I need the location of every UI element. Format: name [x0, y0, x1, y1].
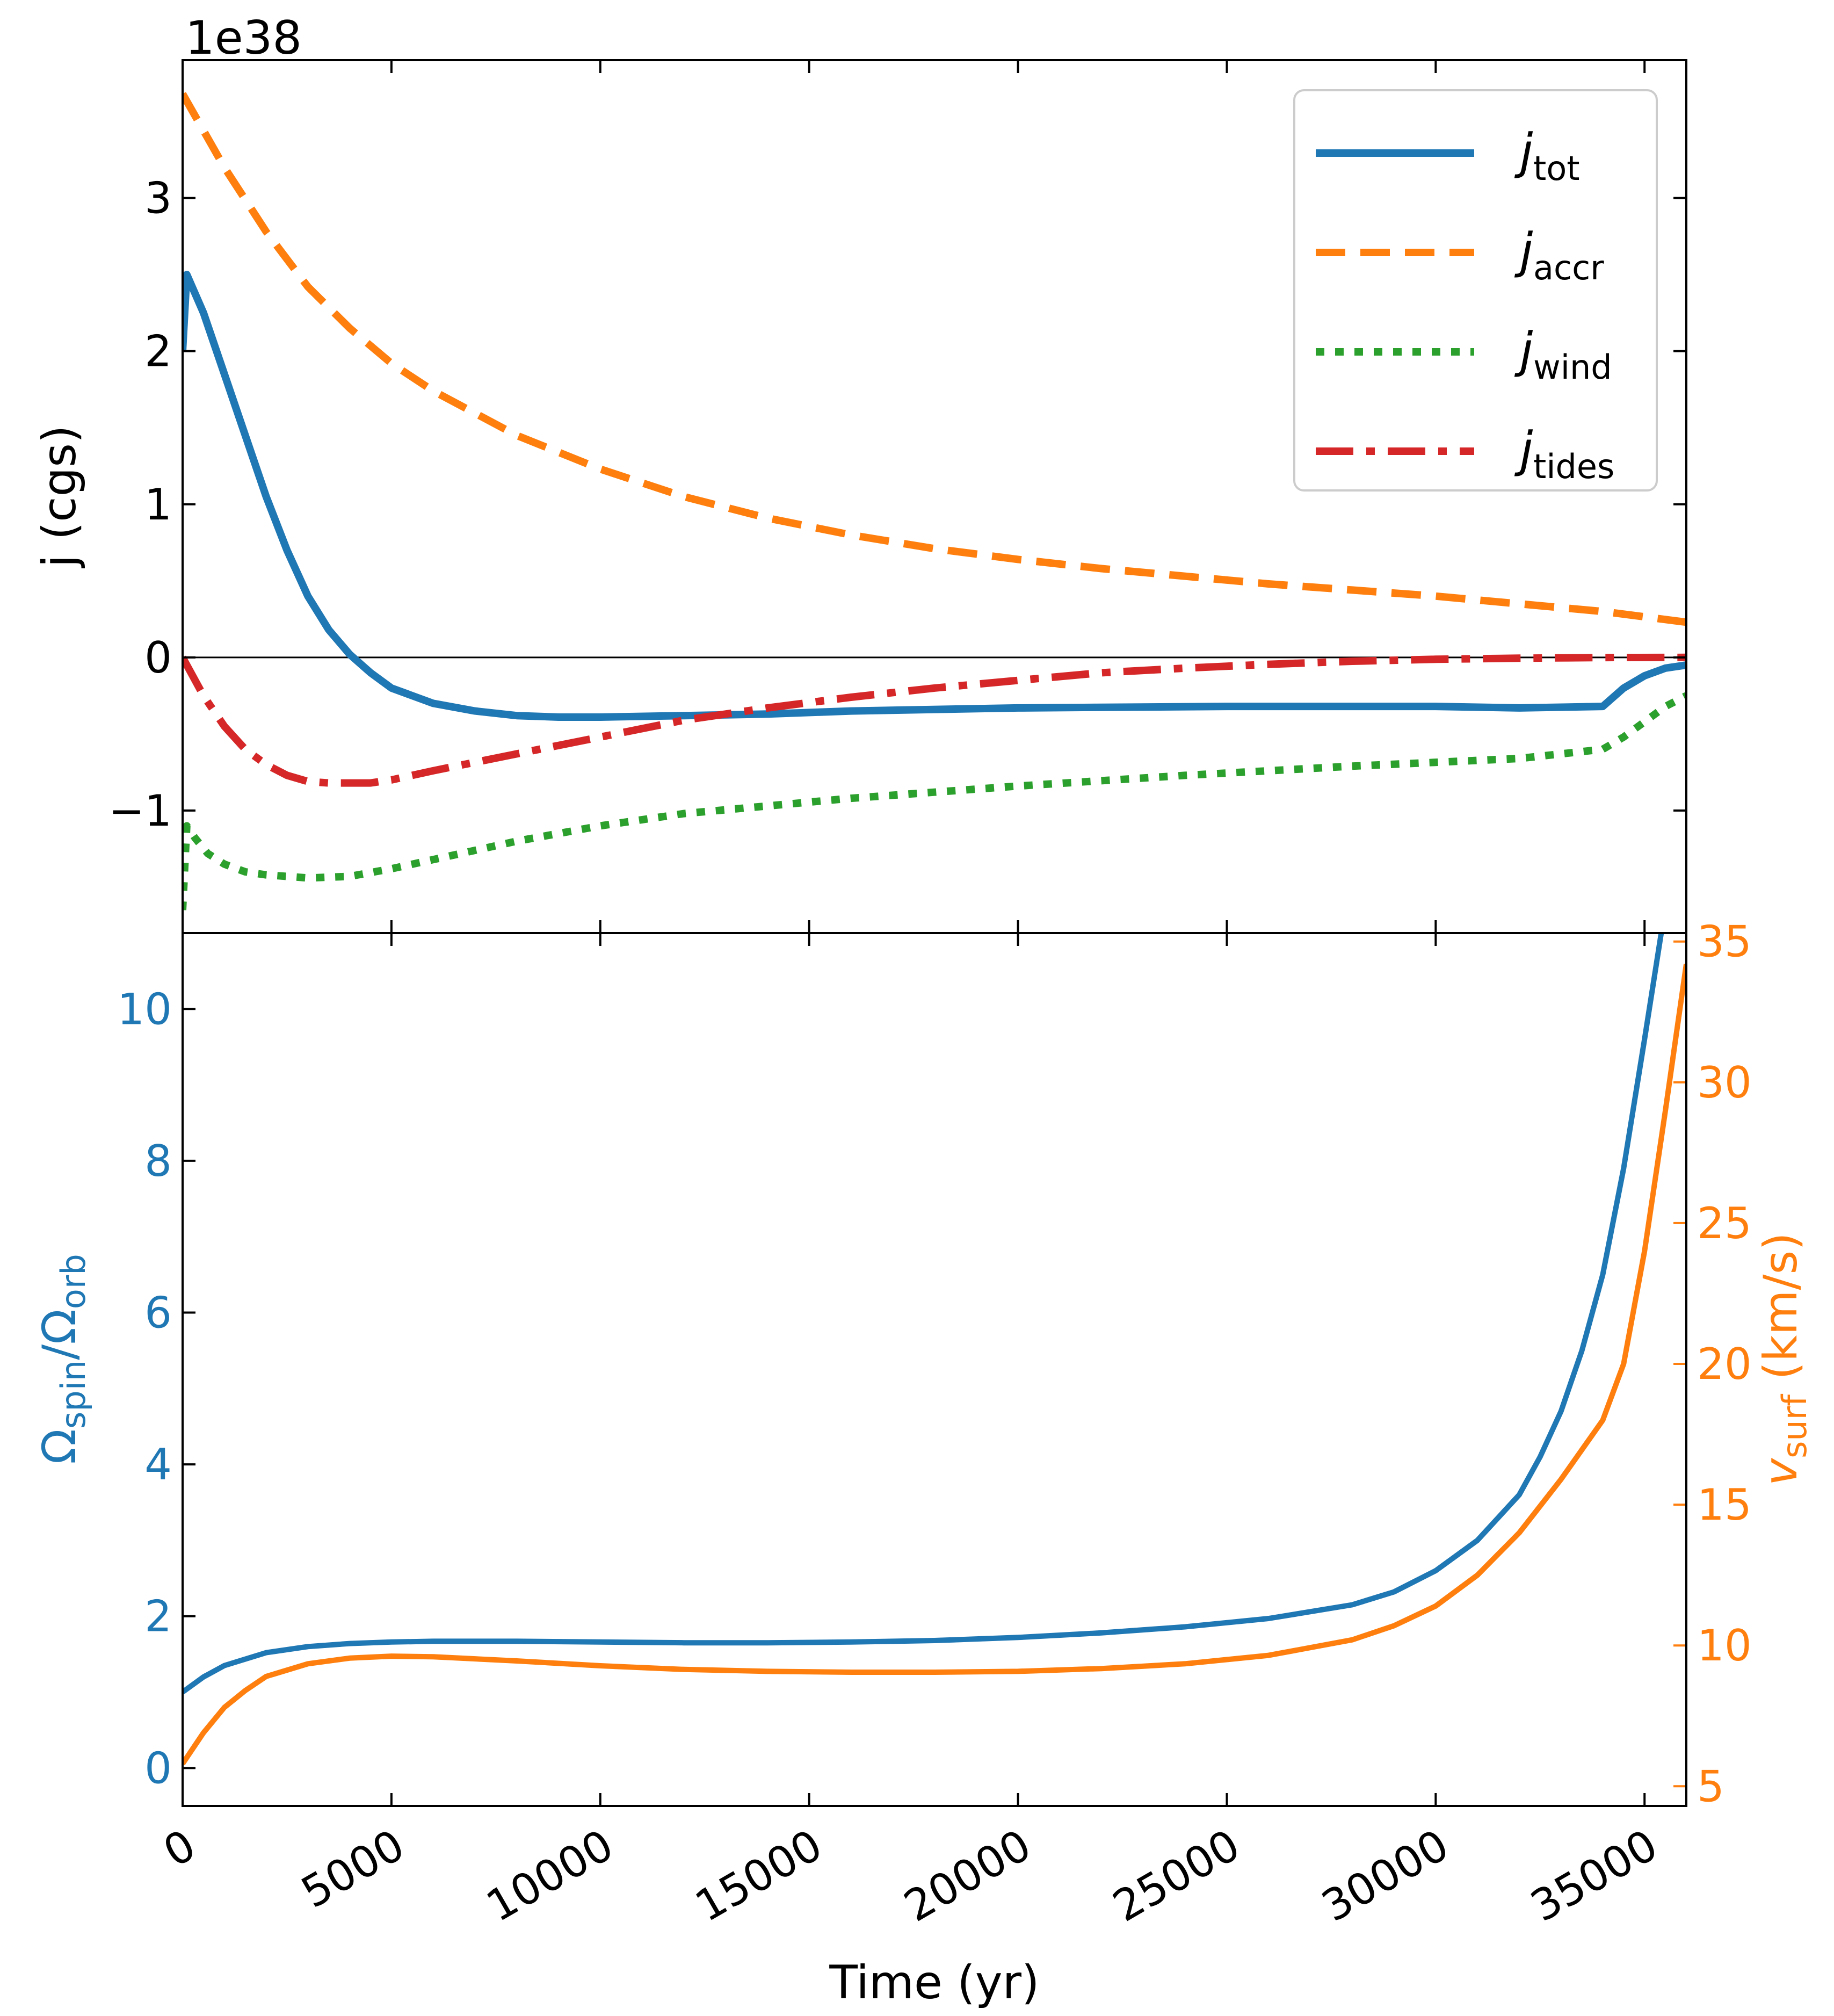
left-ylabel-spin: spin	[54, 1360, 93, 1429]
right-ylabel-v: v	[1754, 1458, 1808, 1486]
bottom-series-group	[183, 933, 1686, 1766]
right-y-tick-label: 5	[1697, 1761, 1724, 1811]
left-ylabel-orb: orb	[54, 1254, 93, 1309]
bottom-right-y-ticks: 5 10 15 20 25 30 35	[1673, 917, 1752, 1811]
series-tot-line	[183, 271, 1686, 721]
series-wind-line	[183, 692, 1686, 911]
top-offset-text: 1e38	[185, 11, 302, 65]
top-y-tick-label: 3	[144, 174, 172, 223]
x-tick-label: 20000	[896, 1820, 1039, 1932]
bottom-left-y-axis-title: Ωspin/Ωorb	[33, 1254, 93, 1464]
right-y-tick-label: 35	[1697, 917, 1752, 967]
top-y-tick-label: −1	[108, 786, 172, 836]
left-y-tick-label: 6	[144, 1288, 172, 1338]
top-y-ticks: −1 0 1 2 3	[108, 174, 1686, 836]
top-y-tick-label: 1	[144, 480, 172, 530]
top-series-group	[183, 92, 1686, 911]
right-y-tick-label: 20	[1697, 1339, 1752, 1389]
bottom-right-y-axis-title: vsurf (km/s)	[1754, 1232, 1814, 1486]
top-y-tick-label: 0	[144, 633, 172, 683]
bottom-left-y-ticks: 0 2 4 6 8 10	[117, 984, 195, 1793]
bottom-plot-frame	[182, 932, 1687, 1807]
x-tick-label: 35000	[1523, 1820, 1666, 1932]
x-tick-label: 5000	[293, 1820, 413, 1918]
left-ylabel-div: /Ω	[33, 1309, 86, 1360]
left-y-tick-label: 8	[144, 1136, 172, 1186]
left-y-tick-label: 10	[117, 984, 172, 1034]
legend-label-sub: accr	[1533, 248, 1604, 287]
bottom-x-ticks: 0 5000 10000 15000 20000 25000 30000 35000	[155, 933, 1666, 1932]
right-y-tick-label: 30	[1697, 1058, 1752, 1108]
right-ylabel-surf: surf	[1775, 1393, 1814, 1458]
bottom-panel: 0 2 4 6 8 10 5 10 15 20 25 30 35 0 5000 10000 15000 200…	[33, 917, 1814, 2010]
left-y-tick-label: 0	[144, 1743, 172, 1793]
top-y-tick-label: 2	[144, 327, 172, 377]
left-y-tick-label: 4	[144, 1440, 172, 1490]
right-y-tick-label: 10	[1697, 1621, 1752, 1671]
right-ylabel-unit: (km/s)	[1754, 1232, 1808, 1394]
left-y-tick-label: 2	[144, 1592, 172, 1642]
left-ylabel-omega: Ω	[33, 1429, 86, 1464]
series-accr-line	[183, 92, 1686, 626]
x-tick-label: 15000	[687, 1820, 830, 1932]
legend-label-sub: wind	[1533, 348, 1612, 387]
top-y-axis-title: j̇ (cgs)	[33, 425, 86, 568]
series-tides-line	[183, 653, 1686, 787]
legend-label-sub: tot	[1533, 149, 1580, 188]
right-y-tick-label: 15	[1697, 1480, 1752, 1530]
x-axis-title: Time (yr)	[829, 1956, 1039, 2010]
x-tick-label: 0	[155, 1820, 204, 1877]
v-surf-line	[183, 963, 1686, 1766]
x-tick-label: 30000	[1314, 1820, 1457, 1932]
legend-label-tides: j̇tides	[1514, 422, 1614, 486]
legend-frame	[1293, 89, 1658, 492]
x-tick-label: 10000	[478, 1820, 621, 1932]
right-y-tick-label: 25	[1697, 1198, 1752, 1248]
x-tick-label: 25000	[1105, 1820, 1248, 1932]
legend-label-sub: tides	[1533, 447, 1614, 486]
omega-ratio-line	[183, 933, 1664, 1695]
